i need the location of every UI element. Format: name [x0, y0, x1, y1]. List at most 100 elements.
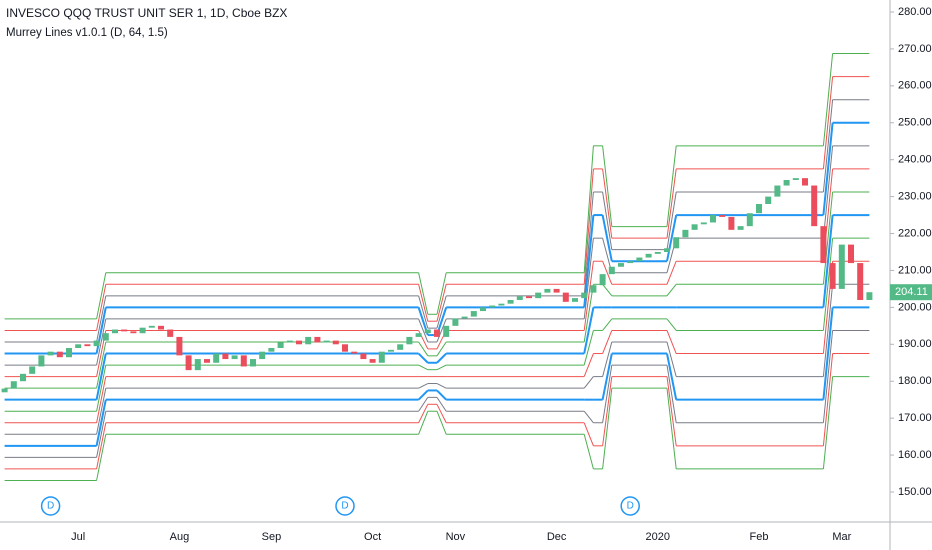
murrey-connector [96, 388, 107, 435]
y-tick-label: 220.00 [898, 227, 932, 239]
candle-body [259, 351, 266, 360]
murrey-connector [96, 376, 107, 423]
candle-body [480, 307, 486, 312]
murrey-connector [822, 76, 834, 169]
murrey-connector [436, 389, 447, 401]
murrey-connector [418, 404, 429, 423]
murrey-connector [822, 238, 834, 331]
x-tick-label: Nov [446, 531, 466, 543]
y-tick-label: 280.00 [898, 6, 932, 18]
murrey-connector [602, 283, 613, 297]
murrey-connector [602, 376, 613, 446]
candle-body [774, 185, 781, 197]
murrey-connector [601, 214, 613, 262]
x-tick-label: 2020 [646, 531, 670, 543]
candle-body [507, 299, 514, 304]
murrey-connector [583, 434, 594, 470]
dividend-label: D [627, 501, 634, 512]
candle-body [185, 355, 192, 371]
murrey-connector [583, 168, 594, 285]
murrey-connector [583, 145, 594, 273]
murrey-connector [436, 364, 447, 371]
candle-body [654, 251, 661, 254]
murrey-connector [583, 307, 595, 354]
murrey-connector [418, 272, 429, 315]
murrey-connector [602, 330, 613, 354]
murrey-connector [96, 295, 107, 343]
last-price-tag [890, 284, 932, 301]
candle-body [415, 333, 422, 337]
y-tick-label: 210.00 [898, 264, 932, 276]
candle-body [47, 351, 54, 356]
y-tick-label: 160.00 [898, 449, 932, 461]
murrey-connector [583, 376, 594, 389]
candle-body [452, 318, 459, 326]
candle-body [378, 351, 385, 363]
murrey-connector [96, 272, 107, 320]
candle-body [700, 222, 707, 225]
murrey-connector [602, 341, 613, 377]
candle-body [857, 263, 864, 300]
murrey-connector [418, 284, 429, 322]
murrey-connector [602, 191, 613, 250]
murrey-connector [822, 353, 834, 446]
murrey-connector [583, 191, 594, 296]
murrey-connector [666, 191, 677, 250]
murrey-connector [583, 214, 595, 308]
candle-body [56, 351, 63, 358]
candle-body [20, 373, 26, 382]
y-tick-label: 170.00 [898, 412, 932, 424]
candle-body [618, 263, 624, 267]
dividend-marker [40, 496, 61, 516]
murrey-connector [418, 295, 429, 329]
murrey-connector [666, 318, 677, 331]
candle-body [608, 266, 615, 275]
candle-body [158, 325, 164, 330]
candle-body [204, 359, 210, 363]
murrey-connector [602, 261, 613, 285]
candle-body [231, 355, 238, 360]
murrey-connector [418, 364, 429, 371]
murrey-connector [822, 284, 834, 377]
candle-body [820, 226, 827, 264]
indicator-label: Murrey Lines v1.0.1 (D, 64, 1.5) [6, 27, 168, 39]
murrey-connector [418, 318, 429, 343]
candle-body [194, 359, 201, 371]
murrey-connector [96, 422, 107, 470]
murrey-connector [602, 364, 613, 423]
candle-body [590, 285, 597, 293]
candle-body [342, 344, 348, 352]
candle-body [848, 244, 854, 264]
candle-body [434, 329, 440, 337]
murrey-connector [583, 330, 594, 366]
candle-body [866, 292, 873, 300]
murrey-connector [666, 341, 677, 377]
murrey-connector [666, 364, 677, 423]
candle-body [29, 366, 36, 374]
candle-body [240, 355, 247, 367]
murrey-connector [602, 318, 613, 331]
murrey-connector [418, 411, 429, 435]
candle-body [627, 261, 634, 264]
murrey-connector [583, 410, 594, 424]
candle-body [121, 329, 128, 332]
candle-body [710, 215, 716, 223]
x-tick-label: Jul [71, 531, 85, 543]
candle-body [286, 340, 293, 343]
candle-body [802, 178, 808, 186]
x-tick-label: Mar [832, 531, 851, 543]
candle-body [406, 336, 413, 345]
candle-body [397, 344, 404, 350]
murrey-connector [417, 352, 429, 364]
candle-body [93, 340, 100, 347]
candle-body [323, 340, 330, 343]
murrey-connector [602, 168, 613, 239]
y-tick-label: 150.00 [898, 486, 932, 498]
murrey-connector [95, 353, 107, 400]
candle-body [535, 292, 542, 299]
candle-body [75, 344, 82, 348]
murrey-connector [96, 364, 107, 412]
